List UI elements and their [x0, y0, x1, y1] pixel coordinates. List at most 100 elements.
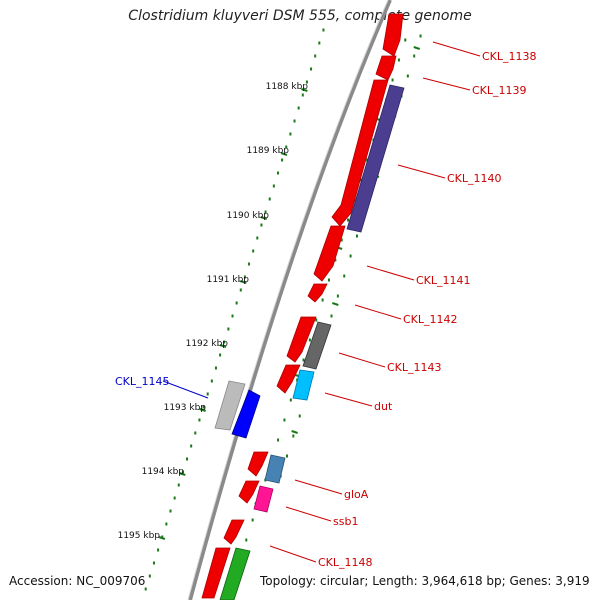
outer-dot — [285, 454, 288, 458]
gene-ckl-1140-bar[interactable] — [346, 84, 405, 233]
ruler-tick — [178, 472, 186, 476]
leader-ssb1 — [285, 506, 332, 522]
inner-dot — [397, 58, 400, 62]
ruler-dot — [268, 197, 271, 201]
inner-dot — [359, 178, 362, 182]
ruler-dot — [264, 210, 267, 214]
ruler-label: 1190 kbp — [227, 211, 270, 221]
ruler-dot — [314, 54, 317, 58]
leader-ckl-1148 — [269, 545, 317, 563]
ruler-ticks — [158, 88, 308, 540]
ruler-dot — [289, 132, 292, 136]
gene-label[interactable]: dut — [374, 400, 393, 413]
gene-label[interactable]: CKL_1143 — [387, 361, 442, 374]
gene-ckl-1138-arrow[interactable] — [382, 13, 404, 57]
gene-label[interactable]: CKL_1148 — [318, 556, 373, 569]
inner-dot — [334, 258, 337, 262]
gene-ssb1-bar[interactable] — [253, 485, 274, 513]
gene-gloa-fwd-arrow[interactable] — [247, 451, 269, 477]
gene-label-highlight[interactable]: CKL_1145 — [115, 375, 170, 388]
ruler-dot — [223, 340, 226, 344]
ruler-label: 1192 kbp — [186, 339, 229, 349]
ruler-dot — [202, 405, 205, 409]
ruler-dot — [297, 106, 300, 110]
ruler-tick — [280, 152, 288, 156]
ruler-dot — [210, 379, 213, 383]
gene-ckl-1139-arrow[interactable] — [375, 55, 397, 81]
gene-ckl-1145-bar[interactable] — [214, 380, 246, 431]
ruler-dot — [239, 288, 242, 292]
gene-ckl-1142-arrow[interactable] — [307, 283, 328, 303]
inner-dot — [391, 78, 394, 82]
ruler-dot — [276, 171, 279, 175]
inner-dot — [347, 218, 350, 222]
gene-label[interactable]: CKL_1138 — [482, 50, 537, 63]
inner-dot — [404, 38, 407, 42]
inner-dot — [327, 278, 330, 282]
ruler-dot — [181, 470, 184, 474]
ruler-dot — [169, 509, 172, 513]
forward-genes — [201, 13, 404, 599]
gene-ckl-1145-arrow[interactable] — [231, 389, 261, 439]
ruler-dot — [252, 249, 255, 253]
gene-dut-fwd-arrow[interactable] — [276, 364, 301, 394]
inner-dot — [245, 538, 248, 542]
inner-dot — [366, 158, 369, 162]
ruler-dot — [235, 301, 238, 305]
outer-tick — [332, 302, 339, 306]
gene-label[interactable]: gloA — [344, 488, 369, 501]
ruler-label: 1191 kbp — [207, 275, 250, 285]
gene-fwd-arrow-9[interactable] — [223, 519, 245, 545]
ruler-label: 1193 kbp — [164, 403, 207, 413]
gene-dut-bar[interactable] — [292, 369, 315, 401]
ruler-dot — [161, 535, 164, 539]
outer-dot — [343, 274, 346, 278]
gene-label[interactable]: ssb1 — [333, 515, 358, 528]
inner-dot — [251, 518, 254, 522]
ruler-dot — [305, 80, 308, 84]
gene-ckl-1148-bar[interactable] — [219, 547, 251, 600]
leader-ckl-1140 — [397, 164, 446, 179]
outer-dot — [330, 314, 333, 318]
leader-ckl-1139 — [422, 77, 471, 91]
ruler-tick — [158, 536, 166, 540]
ruler-dot — [272, 184, 275, 188]
gene-label[interactable]: CKL_1139 — [472, 84, 527, 97]
ruler-dot — [243, 275, 246, 279]
gene-ckl-1148-fwd-arrow[interactable] — [201, 547, 231, 599]
outer-dot — [292, 434, 295, 438]
ruler-dot — [177, 483, 180, 487]
ruler-label: 1188 kbp — [266, 82, 309, 92]
outer-dot — [406, 74, 409, 78]
ruler-dot — [165, 522, 168, 526]
inner-dot — [277, 438, 280, 442]
ruler-dot — [231, 314, 234, 318]
inner-dot — [340, 238, 343, 242]
gene-ckl-1143-bar[interactable] — [302, 321, 332, 370]
gene-label[interactable]: CKL_1140 — [447, 172, 502, 185]
gene-gloa-bar[interactable] — [264, 454, 286, 484]
gene-ckl-1141-arrow[interactable] — [313, 225, 346, 282]
ruler-label: 1194 kbp — [142, 467, 185, 477]
ruler-dot — [322, 28, 325, 32]
ruler-label: 1195 kbp — [118, 531, 161, 541]
outer-tick — [413, 46, 421, 50]
ruler-dot — [227, 327, 230, 331]
gene-ssb1-fwd-arrow[interactable] — [238, 480, 260, 504]
ruler-dot — [144, 587, 147, 591]
leader-ckl-1138 — [432, 41, 481, 57]
leader-gloa — [294, 479, 343, 495]
genome-backbone — [188, 0, 392, 600]
gene-label[interactable]: CKL_1142 — [403, 313, 458, 326]
gene-ckl-1143-fwd-arrow[interactable] — [286, 316, 317, 363]
outer-dot — [419, 34, 422, 38]
inner-dot — [302, 358, 305, 362]
ruler-dot — [157, 548, 160, 552]
leader-ckl-1143 — [338, 352, 386, 368]
outer-dot — [298, 414, 301, 418]
inner-dot — [308, 338, 311, 342]
topology-text: Topology: circular; Length: 3,964,618 bp… — [260, 574, 590, 588]
leader-ckl-1141 — [366, 265, 415, 281]
gene-label[interactable]: CKL_1141 — [416, 274, 471, 287]
